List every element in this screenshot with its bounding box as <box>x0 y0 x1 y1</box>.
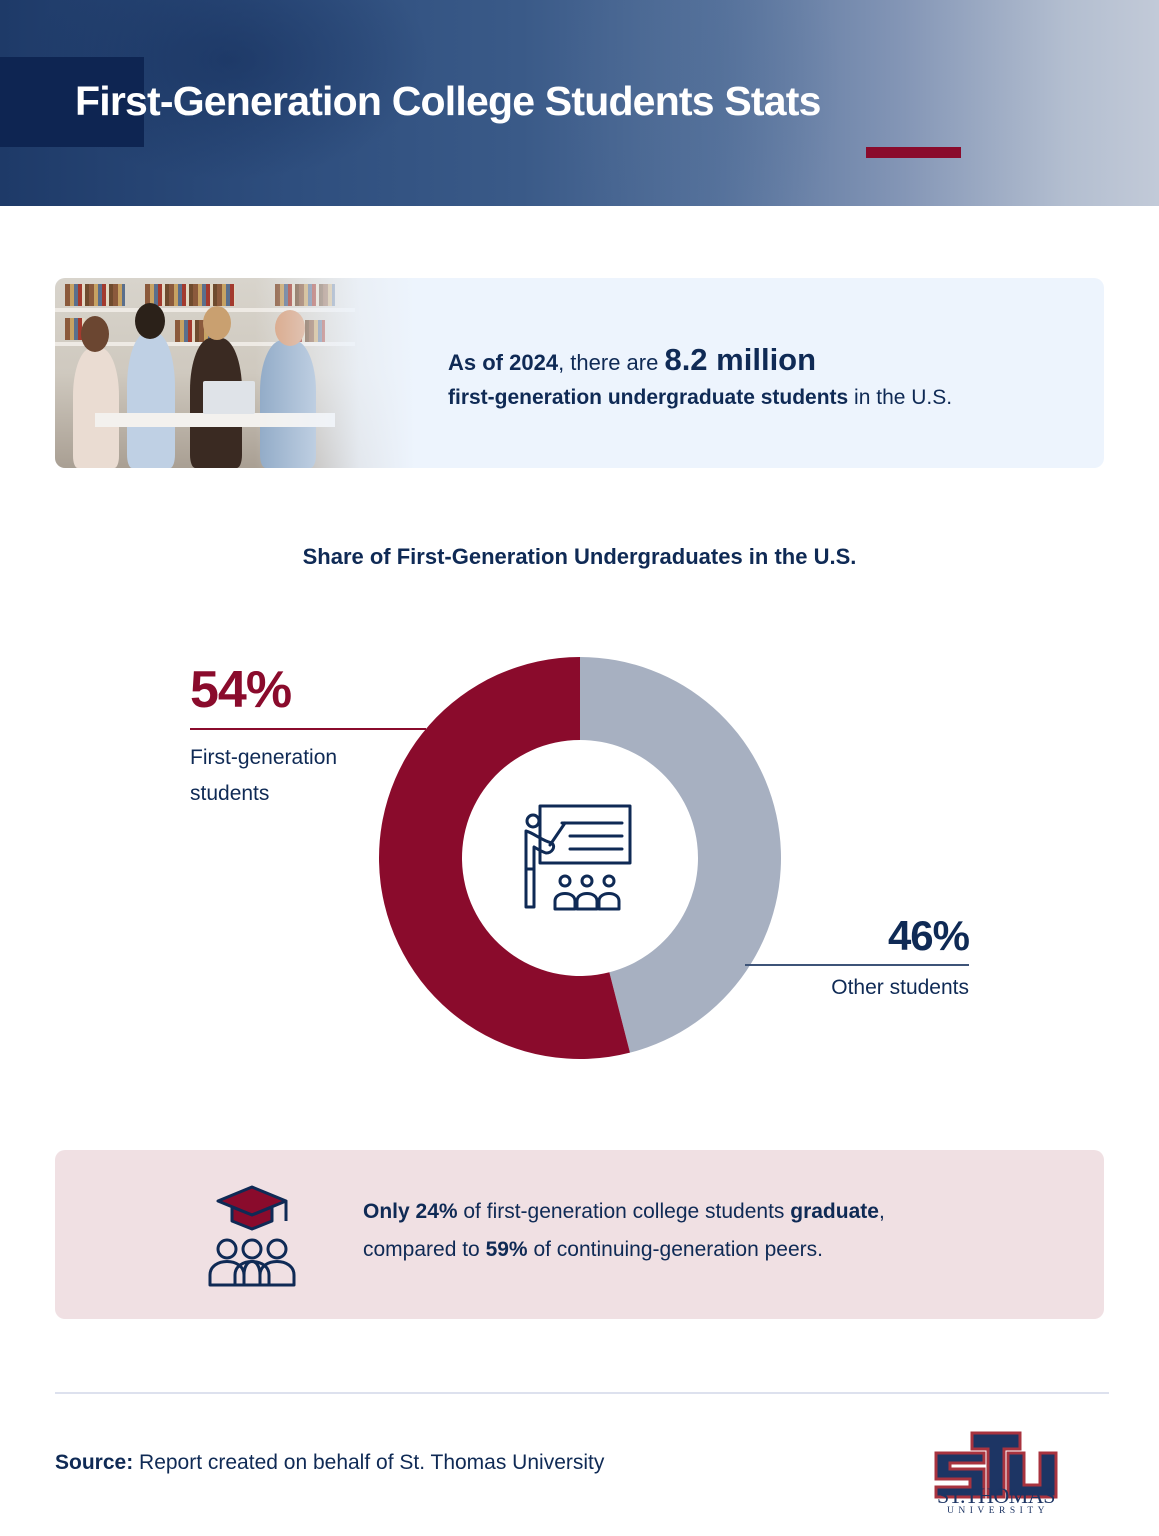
stat-year: As of 2024 <box>448 350 559 375</box>
students-photo <box>55 278 415 468</box>
first-gen-label: First-generation students <box>190 740 337 812</box>
graduation-stat-card: Only 24% of first-generation college stu… <box>55 1150 1104 1319</box>
page-title: First-Generation College Students Stats <box>75 78 821 124</box>
title-underline-accent <box>866 147 961 158</box>
grad-text: of first-generation college students <box>457 1200 791 1223</box>
graduation-stat-line-1: Only 24% of first-generation college stu… <box>363 1200 885 1224</box>
stat-card-total-students: As of 2024, there are 8.2 million first-… <box>55 278 1104 468</box>
donut-slice-other <box>580 657 781 1053</box>
graduation-stat-line-2: compared to 59% of continuing-generation… <box>363 1238 823 1262</box>
stat-line-1: As of 2024, there are 8.2 million <box>448 342 816 378</box>
donut-slice-first-gen <box>379 657 630 1059</box>
header-accent-block <box>0 57 144 147</box>
first-gen-label-line2: students <box>190 782 270 805</box>
source-label: Source: <box>55 1451 134 1474</box>
grad-punct: , <box>878 1200 885 1223</box>
stat-value: 8.2 million <box>664 342 817 377</box>
other-leader-line <box>745 964 969 966</box>
grad-text: compared to <box>363 1238 486 1261</box>
first-gen-percentage: 54% <box>190 661 292 719</box>
stu-logo-mark <box>934 1431 1058 1499</box>
stat-subject: first-generation undergraduate students <box>448 386 849 409</box>
source-citation: Source: Report created on behalf of St. … <box>55 1451 604 1475</box>
stat-text: in the U.S. <box>848 386 953 409</box>
continuing-gen-grad-rate: 59% <box>485 1238 528 1261</box>
grad-text: of continuing-generation peers. <box>527 1238 823 1261</box>
other-percentage: 46% <box>887 912 970 959</box>
first-gen-grad-rate: Only 24% <box>363 1200 458 1223</box>
donut-chart <box>379 657 781 1059</box>
stat-text: , there are <box>558 350 665 375</box>
logo-university-subtitle: UNIVERSITY <box>947 1506 1049 1516</box>
logo-university-name: ST.THOMAS <box>937 1483 1055 1508</box>
stat-line-2: first-generation undergraduate students … <box>448 386 952 410</box>
source-text: Report created on behalf of St. Thomas U… <box>133 1451 605 1474</box>
teacher-presentation-icon <box>524 804 632 911</box>
header-banner: First-Generation College Students Stats <box>0 0 1159 206</box>
grad-keyword: graduate <box>790 1200 879 1223</box>
other-label: Other students <box>831 976 969 999</box>
first-gen-leader-line <box>190 728 426 730</box>
first-gen-label-line1: First-generation <box>190 746 338 769</box>
footer-divider <box>55 1392 1109 1394</box>
chart-title: Share of First-Generation Undergraduates… <box>302 544 857 569</box>
graduation-cap-group-icon <box>208 1185 296 1287</box>
